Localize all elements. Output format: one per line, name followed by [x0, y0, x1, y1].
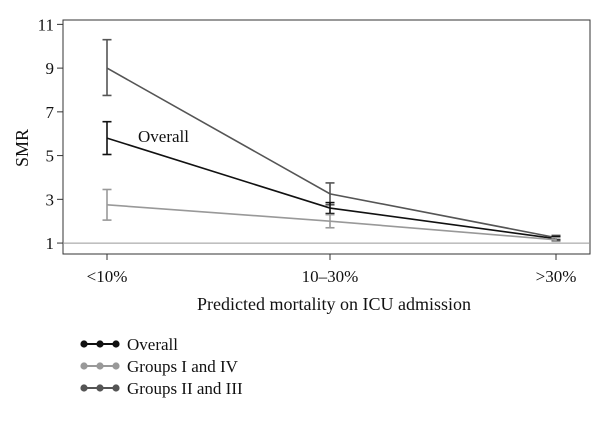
plot-area-border [62, 19, 591, 255]
x-tick-label: <10% [87, 267, 128, 286]
legend-item-groups-i-and-iv: Groups I and IV [80, 357, 239, 376]
y-tick-label: 5 [46, 147, 55, 166]
legend-marker [112, 362, 120, 370]
series-line-groups-ii-and-iii [106, 67, 557, 239]
legend-marker [80, 362, 88, 370]
y-tick-label: 9 [46, 59, 55, 78]
legend-marker [80, 384, 88, 392]
legend-label: Overall [127, 335, 178, 354]
x-axis-label: Predicted mortality on ICU admission [197, 294, 471, 314]
legend-marker [112, 384, 120, 392]
error-bar [551, 237, 561, 243]
series-line-groups-i-and-iv [106, 203, 557, 241]
tick-layer: 1 3 5 7 9 11 <10% 10–30% >30% [38, 15, 577, 286]
y-tick-label: 3 [46, 190, 55, 209]
y-tick-label: 11 [38, 15, 54, 34]
legend-marker [96, 362, 104, 370]
series-line-overall [106, 137, 557, 240]
legend: Overall Groups I and IV Groups II and III [80, 335, 243, 398]
series-layer [102, 38, 561, 243]
x-tick-label: 10–30% [302, 267, 359, 286]
legend-label: Groups II and III [127, 379, 243, 398]
series-groups-i-and-iv [102, 188, 561, 243]
y-tick-label: 1 [46, 234, 55, 253]
legend-item-groups-ii-and-iii: Groups II and III [80, 379, 243, 398]
plot-frame [62, 19, 591, 255]
x-tick-label: >30% [536, 267, 577, 286]
legend-label: Groups I and IV [127, 357, 239, 376]
legend-item-overall: Overall [80, 335, 178, 354]
overall-annotation: Overall [138, 127, 189, 146]
legend-marker [112, 340, 120, 348]
y-axis-label: SMR [12, 129, 32, 167]
legend-marker [80, 340, 88, 348]
error-bar [102, 38, 112, 97]
y-tick-label: 7 [46, 103, 55, 122]
legend-marker [96, 384, 104, 392]
legend-marker [96, 340, 104, 348]
